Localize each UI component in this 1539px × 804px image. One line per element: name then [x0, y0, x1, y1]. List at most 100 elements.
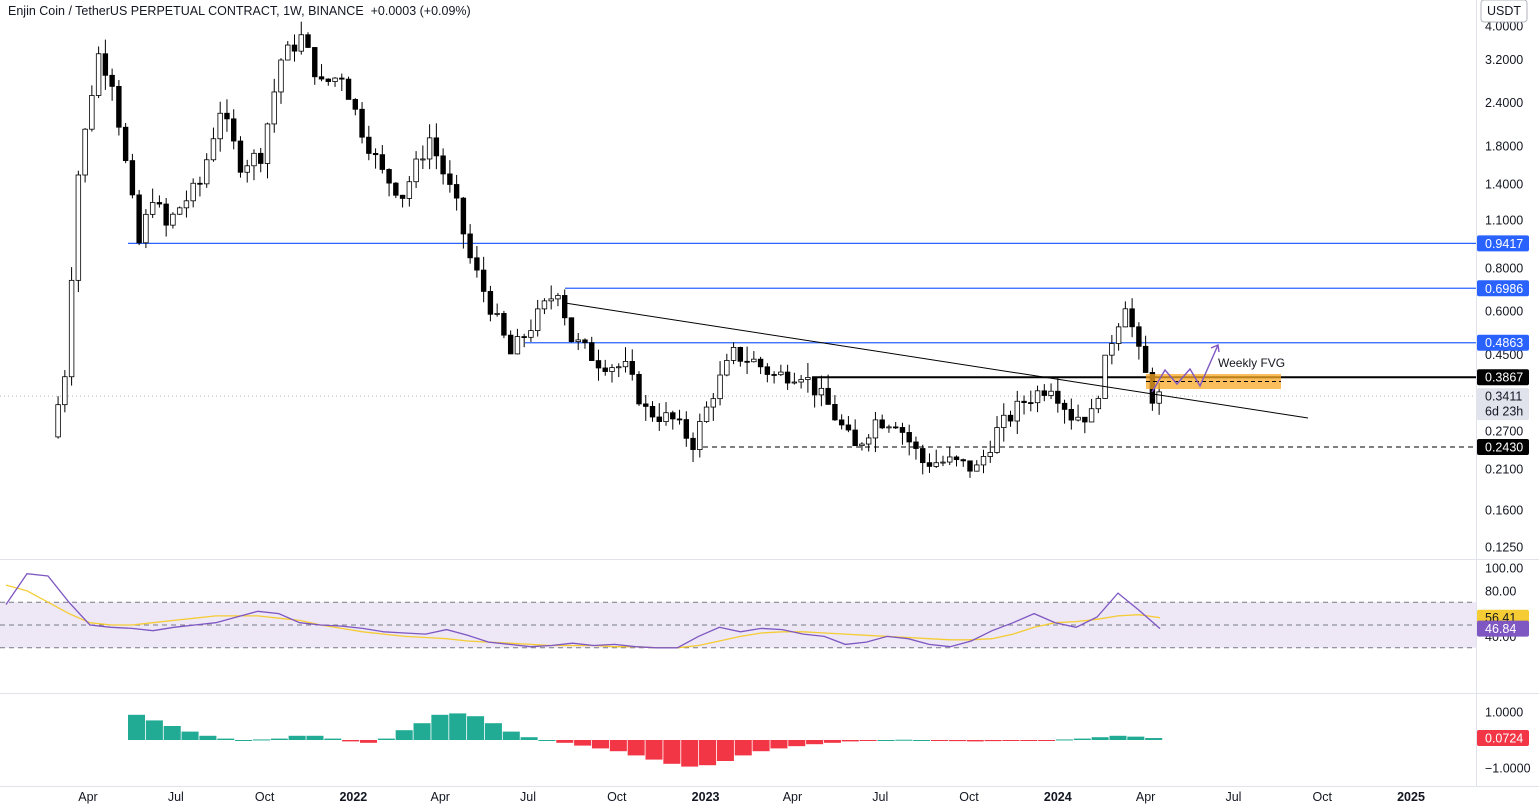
price-tick-label: 0.8000 — [1485, 261, 1523, 275]
candle-body — [143, 213, 149, 244]
candle-body — [724, 360, 730, 376]
histogram-bar — [484, 723, 502, 740]
candle-body — [291, 44, 298, 52]
candle-body — [271, 91, 277, 125]
candle-body — [609, 367, 615, 372]
price-tick-label: 0.1250 — [1485, 540, 1523, 554]
symbol-name: Enjin Coin / TetherUS PERPETUAL CONTRACT… — [8, 4, 364, 18]
histogram-bar — [288, 735, 306, 740]
candle-body — [913, 441, 919, 449]
candle-body — [406, 181, 413, 199]
candle-body — [366, 136, 372, 154]
candle-body — [534, 308, 541, 332]
price-tick-label: 4.0000 — [1485, 19, 1523, 33]
histogram-tick-label: 1.0000 — [1485, 706, 1523, 720]
candle-body — [872, 419, 879, 439]
histogram-bar — [1038, 740, 1056, 741]
candle-body — [730, 347, 737, 361]
projection-path — [1151, 344, 1219, 393]
price-tick-label: 0.2100 — [1485, 462, 1523, 476]
histogram-bar — [395, 730, 413, 740]
histogram-bar — [1020, 740, 1038, 741]
candle-body — [906, 432, 912, 443]
candle-body — [980, 456, 987, 466]
horizontal-levels — [0, 242, 1476, 448]
candle-body — [575, 339, 581, 343]
level-price-tag-label: 0.2430 — [1485, 441, 1523, 455]
histogram-bar — [217, 738, 235, 740]
candle-body — [1041, 390, 1048, 396]
time-tick-label: Apr — [1136, 790, 1155, 804]
symbol-title[interactable]: Enjin Coin / TetherUS PERPETUAL CONTRACT… — [8, 4, 471, 18]
candle-body — [636, 373, 642, 405]
candle-body — [670, 412, 676, 420]
candlestick-series — [55, 21, 1162, 478]
candle-body — [102, 53, 109, 76]
candle-body — [1115, 326, 1122, 344]
histogram-bar — [984, 740, 1002, 742]
candle-body — [231, 118, 237, 142]
candle-body — [649, 405, 656, 418]
candle-body — [541, 300, 548, 310]
histogram-tick-label: −1.0000 — [1485, 762, 1531, 776]
candle-body — [791, 381, 798, 384]
histogram-bar — [163, 726, 181, 740]
candle-body — [798, 379, 804, 383]
candle-body — [1055, 390, 1061, 404]
histogram-bar — [1145, 738, 1163, 740]
candle-body — [82, 128, 88, 176]
rsi-tick-label: 80.00 — [1485, 584, 1516, 598]
candle-body — [1136, 326, 1142, 347]
candle-body — [811, 377, 818, 396]
time-tick-label: 2024 — [1044, 790, 1072, 804]
time-tick-label: Jul — [520, 790, 536, 804]
time-tick-label: Jul — [872, 790, 888, 804]
currency-badge-box[interactable] — [1480, 0, 1528, 23]
candle-body — [744, 360, 750, 363]
time-tick-label: 2025 — [1397, 790, 1425, 804]
histogram-value-label: 0.0724 — [1485, 731, 1523, 745]
candle-body — [1095, 398, 1102, 410]
candle-body — [116, 85, 122, 128]
candle-body — [940, 461, 946, 464]
candle-body — [1034, 390, 1041, 404]
candle-body — [656, 416, 662, 423]
candle-body — [568, 317, 575, 343]
candle-body — [176, 207, 183, 215]
level-price-tag — [1477, 280, 1529, 297]
histogram-bar — [377, 738, 395, 740]
candle-body — [595, 360, 602, 369]
histogram-bar — [538, 740, 556, 741]
candle-body — [933, 462, 939, 467]
candle-body — [845, 424, 852, 431]
histogram-bar — [128, 714, 146, 740]
candle-body — [1007, 414, 1014, 422]
histogram-bar — [966, 740, 984, 742]
candle-body — [629, 361, 635, 375]
candle-body — [318, 76, 325, 80]
histogram-bar — [306, 735, 324, 740]
rsi-line — [5, 573, 1161, 649]
histogram-bar — [235, 740, 253, 741]
histogram-bar — [467, 716, 485, 740]
histogram-bar — [913, 740, 931, 741]
candle-body — [453, 184, 460, 199]
histogram-pane: 1.0000 −1.0000 0.0724 — [128, 706, 1531, 776]
histogram-bar — [645, 740, 663, 760]
time-axis: Apr Jul Oct 2022 Apr Jul Oct 2023 Apr Jul Oct 2024 A… — [78, 790, 1425, 804]
candle-body — [325, 78, 331, 82]
time-tick-label: Jul — [168, 790, 184, 804]
histogram-bar — [502, 731, 520, 740]
candle-body — [507, 334, 514, 355]
histogram-bar — [1091, 737, 1109, 740]
histogram-bar — [1073, 738, 1091, 740]
candle-body — [129, 160, 136, 196]
price-tick-label: 1.8000 — [1485, 139, 1523, 153]
price-tick-label: 0.2700 — [1485, 425, 1523, 439]
candle-body — [1014, 400, 1020, 422]
currency-badge: USDT — [1487, 4, 1521, 18]
time-tick-label: Oct — [959, 790, 979, 804]
fvg-annotation: Weekly FVG — [1218, 356, 1285, 370]
candle-body — [784, 371, 791, 384]
